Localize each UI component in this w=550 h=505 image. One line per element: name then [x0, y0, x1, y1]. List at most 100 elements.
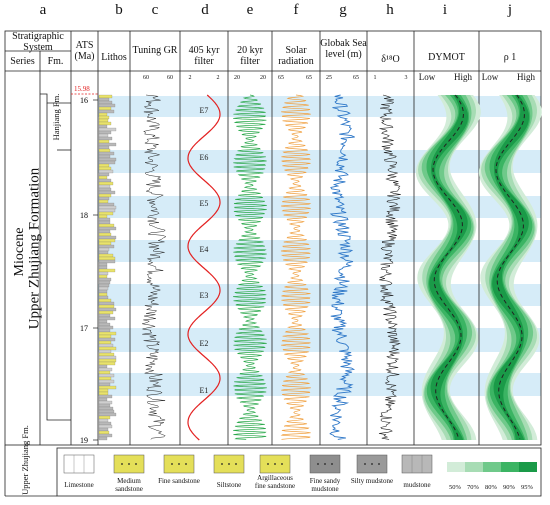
d18o-curve — [378, 94, 401, 440]
solar-header: Solar radiation — [278, 45, 314, 67]
band-6 — [98, 373, 541, 396]
band-2 — [98, 196, 541, 218]
age-label-1: 18 — [80, 211, 88, 220]
gr-curve — [142, 94, 167, 440]
formation-label: Upper Zhujiang Formation — [26, 167, 43, 330]
pct-95: 95% — [521, 484, 533, 491]
rho-high: High — [517, 72, 535, 82]
col-letter-e: e — [246, 2, 254, 18]
band-1 — [98, 150, 541, 173]
legend-swatch-7 — [401, 454, 433, 474]
pct-80: 80% — [485, 484, 497, 491]
age-label-2: 17 — [80, 324, 88, 333]
legend-argillaceous: Argillaceous fine sandstone — [254, 474, 296, 490]
legend-fine-sandy-mudstone: Fine sandy mudstone — [309, 477, 341, 493]
cycle-label-E1: E1 — [200, 386, 209, 395]
cycle-label-E3: E3 — [200, 291, 209, 300]
fm-header: Fm. — [47, 56, 64, 67]
d18o-min: 1 — [373, 75, 377, 81]
f20-max: 20 — [260, 75, 266, 81]
rho-header: ρ 1 — [503, 52, 517, 63]
f20-min: 20 — [234, 75, 240, 81]
legend-medium-sandstone: Medium sandstone — [115, 477, 143, 493]
legend-swatch-0 — [63, 454, 95, 474]
cycle-label-E5: E5 — [200, 199, 209, 208]
gr-header: Tuning GR — [132, 45, 178, 56]
col-letter-d: d — [201, 2, 209, 18]
ats-header: ATS (Ma) — [74, 40, 95, 62]
legend-swatches — [63, 454, 433, 474]
dymot-header: DYMOT — [428, 52, 465, 63]
d18o-max: 3 — [404, 75, 408, 81]
dymot-low: Low — [418, 72, 436, 82]
band-3 — [98, 240, 541, 262]
legend-limestone: Limestone — [64, 481, 94, 489]
formation-outline — [46, 103, 71, 421]
col-letter-b: b — [115, 2, 123, 18]
legend-mudstone: mudstone — [403, 481, 431, 489]
cycle-label-E4: E4 — [200, 245, 209, 254]
sea-level-header: Globak Sea level (m) — [320, 38, 367, 60]
rho-band-4 — [492, 95, 530, 440]
col-letter-f: f — [293, 2, 299, 18]
dymot-high: High — [454, 72, 472, 82]
f405-max: 2 — [216, 75, 220, 81]
solar-curve — [280, 94, 312, 440]
table-frame — [4, 30, 542, 497]
hanjiang-boundary — [40, 93, 71, 104]
ramp-step-1 — [465, 462, 483, 472]
solar-max: 65 — [306, 75, 312, 81]
boundary-age: 15.98 — [74, 85, 90, 93]
cycle-labels: E7 E6 E5 E4 E3 E2 E1 — [200, 106, 209, 395]
filter20-header: 20 kyr filter — [237, 45, 263, 67]
filter20-curve — [233, 94, 267, 440]
col-letter-i: i — [442, 2, 448, 18]
hanjiang-label: Hanjiang Fm. — [51, 93, 61, 141]
ramp-step-2 — [483, 462, 501, 472]
legend-silty-mudstone: Silty mudstone — [350, 477, 394, 485]
bottom-formation-label: Upper Zhujiang Fm. — [20, 425, 30, 495]
gr-scale-min: 60 — [143, 75, 149, 81]
legend-siltstone: Siltstone — [216, 481, 242, 489]
col-letter-c: c — [151, 2, 159, 18]
lithology-column — [98, 94, 117, 441]
cycle-label-E6: E6 — [200, 153, 209, 162]
solar-min: 65 — [278, 75, 284, 81]
sea-min: 25 — [326, 75, 332, 81]
ramp-step-4 — [519, 462, 537, 472]
pct-90: 90% — [503, 484, 515, 491]
strat-system-header: Stratigraphic System — [12, 31, 64, 53]
dymot-band-4 — [429, 95, 468, 440]
curves — [142, 94, 542, 441]
cycle-bands — [98, 96, 541, 396]
col-letter-a: a — [39, 2, 47, 18]
lithos-header: Lithos — [101, 52, 127, 63]
filter405-header: 405 kyr filter — [188, 45, 220, 67]
col-letter-g: g — [339, 2, 347, 18]
pct-70: 70% — [467, 484, 479, 491]
dymot-median — [432, 94, 464, 440]
legend-fine-sandstone: Fine sandstone — [158, 477, 200, 485]
ramp-step-0 — [447, 462, 465, 472]
col-letter-j: j — [507, 2, 513, 18]
percent-ramp — [447, 462, 537, 472]
pct-50: 50% — [449, 484, 461, 491]
age-ticks: 16 18 17 19 — [80, 96, 98, 445]
ramp-step-3 — [501, 462, 519, 472]
cycle-label-E2: E2 — [200, 339, 209, 348]
rho-median — [495, 94, 525, 440]
col-letter-h: h — [386, 2, 394, 18]
band-4 — [98, 284, 541, 306]
sea-max: 65 — [353, 75, 359, 81]
d18o-header: δ¹⁸O — [381, 54, 400, 65]
filter405-curve — [187, 94, 221, 441]
gr-scale-max: 60 — [167, 75, 173, 81]
age-label-3: 19 — [80, 436, 88, 445]
sea-level-curve — [329, 94, 356, 440]
age-label-0: 16 — [80, 96, 88, 105]
series-header: Series — [10, 56, 35, 67]
cycle-label-E7: E7 — [200, 106, 209, 115]
f405-min: 2 — [188, 75, 192, 81]
band-0 — [98, 96, 541, 117]
